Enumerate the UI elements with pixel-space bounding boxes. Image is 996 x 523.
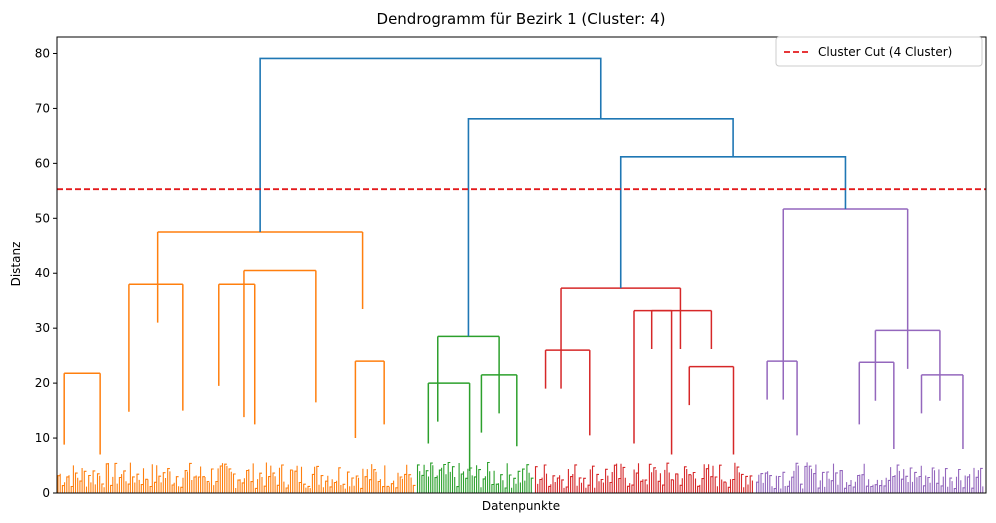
y-tick-label-40: 40	[35, 266, 50, 280]
merge-link-cluster-4-5	[782, 208, 909, 400]
merge-link-cluster-3-5	[560, 287, 682, 389]
merge-link-cluster-1-6	[156, 231, 364, 323]
x-axis-label: Datenpunkte	[482, 499, 560, 513]
leaf-links-cluster-2	[416, 461, 534, 493]
merge-link-cluster-1-5	[354, 360, 385, 439]
y-tick-label-60: 60	[35, 156, 50, 170]
y-tick-label-50: 50	[35, 211, 50, 225]
merge-link-cluster-1-3	[243, 269, 317, 418]
plot-area	[56, 36, 987, 494]
y-tick-label-20: 20	[35, 376, 50, 390]
chart-title: Dendrogramm für Bezirk 1 (Cluster: 4)	[377, 10, 666, 28]
legend-label-cut-line: Cluster Cut (4 Cluster)	[818, 45, 952, 59]
merge-link-cluster-2-3	[437, 335, 500, 422]
merge-link-cluster-3-2	[633, 309, 673, 455]
y-tick-label-0: 0	[42, 486, 50, 500]
merge-link-cluster-3-3	[688, 365, 735, 455]
merge-root	[259, 57, 602, 233]
merge-link-cluster-3-1	[544, 349, 591, 436]
merge-link-cluster-1-2	[63, 372, 101, 455]
y-axis-label: Distanz	[9, 242, 23, 287]
cluster-4-subtree	[756, 208, 984, 493]
legend-box	[775, 36, 983, 67]
legend: Cluster Cut (4 Cluster)	[775, 36, 983, 67]
merge-link-cluster-4-2	[858, 361, 895, 450]
merge-link-cluster-1-4	[218, 283, 256, 425]
y-tick-label-80: 80	[35, 46, 50, 60]
y-tick-label-70: 70	[35, 101, 50, 115]
leaf-links-cluster-1	[57, 462, 416, 493]
merge-cluster2-rest	[467, 118, 734, 337]
leaf-links-cluster-4	[756, 462, 984, 493]
merge-link-cluster-2-1	[427, 382, 471, 472]
leaf-links-cluster-3	[534, 462, 753, 493]
plot-frame	[56, 36, 987, 494]
merge-link-cluster-4-3	[920, 374, 964, 450]
merge-link-cluster-1-1	[128, 283, 184, 412]
merge-link-cluster-4-1	[766, 360, 798, 436]
merge-link-cluster-3-4	[650, 309, 713, 350]
merge-cluster3-cluster4	[619, 155, 847, 289]
y-axis: 0 10 20 30 40 50 60 70 80	[35, 46, 57, 500]
cluster-3-subtree	[534, 287, 753, 493]
y-tick-label-10: 10	[35, 431, 50, 445]
cluster-1-subtree	[57, 231, 416, 493]
cluster-2-subtree	[416, 335, 534, 493]
y-tick-label-30: 30	[35, 321, 50, 335]
